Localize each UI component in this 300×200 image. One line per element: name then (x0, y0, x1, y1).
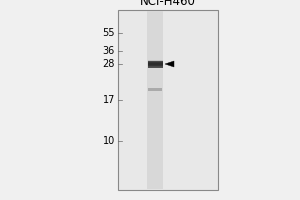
Bar (148, 66, 163, 68)
Bar (148, 62, 163, 64)
Text: 28: 28 (103, 59, 115, 69)
Bar (147, 11, 163, 189)
Bar (148, 65, 163, 66)
Text: 36: 36 (103, 46, 115, 56)
Bar (148, 62, 163, 63)
Text: 17: 17 (103, 95, 115, 105)
Bar (148, 61, 163, 62)
Bar (148, 60, 163, 61)
Text: 10: 10 (103, 136, 115, 146)
Bar (148, 64, 163, 65)
Bar (148, 88, 162, 91)
Bar (148, 67, 163, 68)
Bar (118, 10, 218, 190)
Polygon shape (165, 61, 174, 67)
Bar (148, 60, 163, 62)
Bar (148, 64, 163, 66)
Bar (148, 63, 163, 64)
Bar (148, 66, 163, 67)
Text: NCI-H460: NCI-H460 (140, 0, 196, 8)
Text: 55: 55 (103, 28, 115, 38)
Bar (148, 60, 163, 68)
